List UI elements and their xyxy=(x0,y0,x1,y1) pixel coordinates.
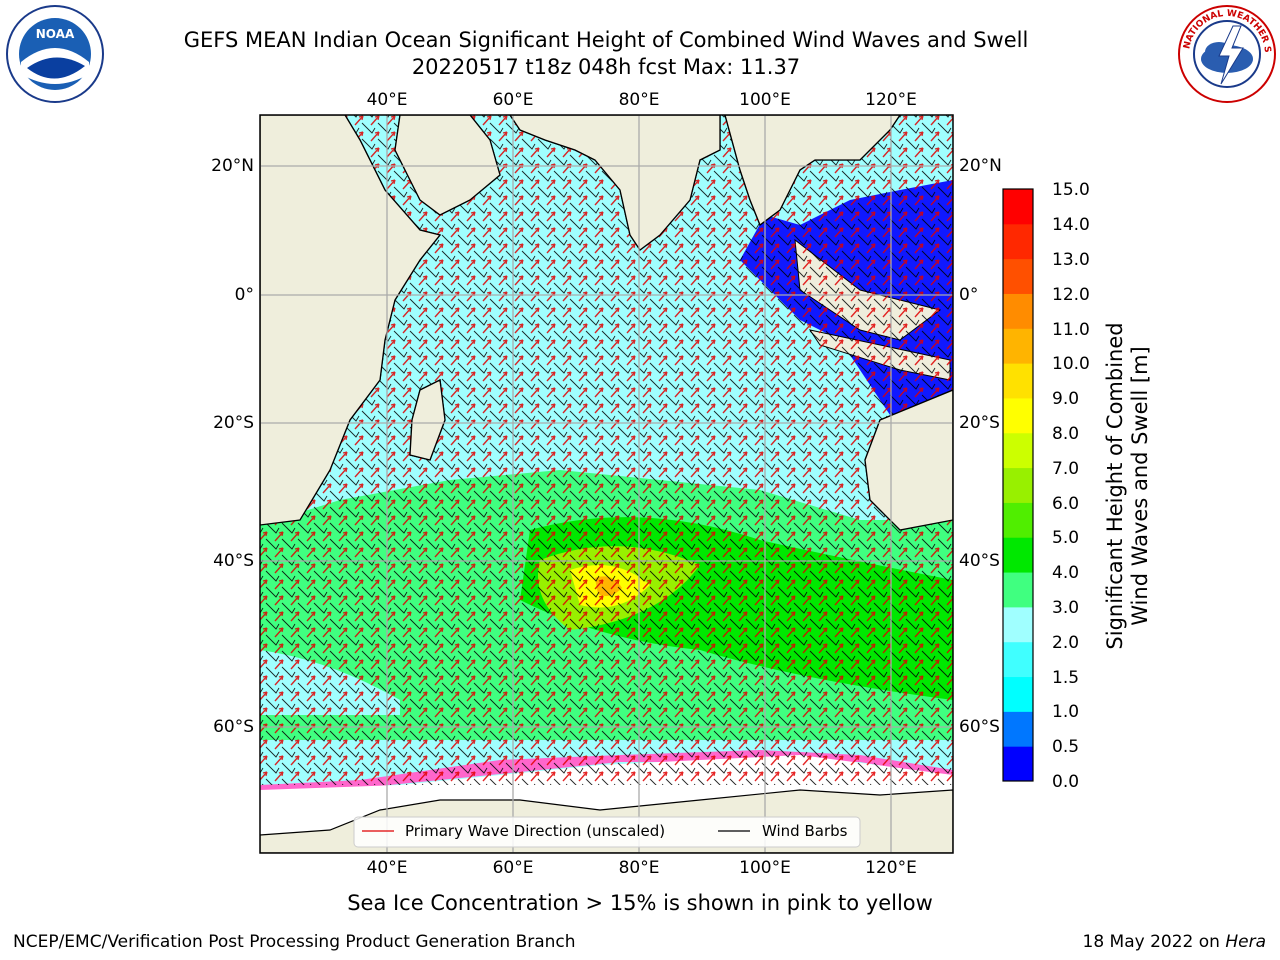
lat-tick-left: 20°N xyxy=(211,156,254,176)
colorbar-swatch xyxy=(1003,537,1033,573)
colorbar-swatch xyxy=(1003,363,1033,399)
colorbar-tick: 3.0 xyxy=(1052,598,1080,618)
noaa-logo: NOAA xyxy=(6,5,104,103)
lat-tick-left: 20°S xyxy=(213,413,254,433)
colorbar-tick: 5.0 xyxy=(1052,528,1080,548)
colorbar-swatch xyxy=(1003,328,1033,364)
colorbar-tick: 0.5 xyxy=(1052,737,1080,757)
colorbar-tick: 9.0 xyxy=(1052,389,1080,409)
lon-tick-top: 120°E xyxy=(865,90,917,110)
noaa-text: NOAA xyxy=(36,27,75,41)
colorbar-label: Significant Height of Combined Wind Wave… xyxy=(1103,322,1153,649)
lon-tick-bottom: 40°E xyxy=(366,858,408,878)
colorbar-tick: 2.0 xyxy=(1052,633,1080,653)
colorbar-swatch xyxy=(1003,711,1033,747)
map-frame xyxy=(259,114,954,854)
map-legend xyxy=(353,816,861,848)
lon-tick-top: 60°E xyxy=(492,90,534,110)
colorbar-tick: 13.0 xyxy=(1052,250,1090,270)
lon-tick-bottom: 120°E xyxy=(865,858,917,878)
colorbar-tick: 1.0 xyxy=(1052,702,1080,722)
colorbar-swatch xyxy=(1003,676,1033,712)
lon-tick-bottom: 60°E xyxy=(492,858,534,878)
footer-date-text: 18 May 2022 on xyxy=(1082,932,1220,952)
lon-tick-top: 40°E xyxy=(366,90,408,110)
colorbar-swatch xyxy=(1003,746,1033,782)
lon-tick-bottom: 100°E xyxy=(739,858,791,878)
lat-tick-right: 20°S xyxy=(959,413,1000,433)
lat-tick-right: 40°S xyxy=(959,551,1000,571)
legend-wind-label: Wind Barbs xyxy=(762,822,848,840)
colorbar-tick: 10.0 xyxy=(1052,354,1090,374)
footer-credit: NCEP/EMC/Verification Post Processing Pr… xyxy=(13,932,576,952)
colorbar-frame xyxy=(1002,188,1034,782)
lat-tick-left: 60°S xyxy=(213,717,254,737)
colorbar-tick: 7.0 xyxy=(1052,459,1080,479)
lon-tick-bottom: 80°E xyxy=(618,858,660,878)
colorbar-swatch xyxy=(1003,258,1033,294)
lon-tick-top: 80°E xyxy=(618,90,660,110)
footer-machine: Hera xyxy=(1225,932,1266,952)
colorbar-tick: 15.0 xyxy=(1052,180,1090,200)
colorbar-swatch xyxy=(1003,467,1033,503)
colorbar-tick: 14.0 xyxy=(1052,215,1090,235)
colorbar-swatch xyxy=(1003,502,1033,538)
colorbar-tick: 4.0 xyxy=(1052,563,1080,583)
lon-tick-top: 100°E xyxy=(739,90,791,110)
colorbar-label-line1: Significant Height of Combined xyxy=(1103,322,1127,650)
colorbar-label-line2: Wind Waves and Swell [m] xyxy=(1128,346,1152,626)
chart-subtitle: 20220517 t18z 048h fcst Max: 11.37 xyxy=(411,55,801,79)
colorbar-swatch xyxy=(1003,606,1033,643)
colorbar-swatch xyxy=(1003,572,1033,608)
lat-tick-right: 20°N xyxy=(959,156,1002,176)
colorbar-tick: 1.5 xyxy=(1052,668,1080,688)
map-gridlines xyxy=(260,115,953,853)
lat-tick-right: 60°S xyxy=(959,717,1000,737)
colorbar-swatch xyxy=(1003,293,1033,329)
lat-tick-right: 0° xyxy=(959,285,979,305)
sea-ice-note: Sea Ice Concentration > 15% is shown in … xyxy=(347,891,933,915)
colorbar-tick: 0.0 xyxy=(1052,772,1080,792)
footer-date: 18 May 2022 on Hera xyxy=(1083,932,1267,952)
colorbar-swatch xyxy=(1003,223,1033,260)
colorbar-swatch xyxy=(1003,641,1033,678)
colorbar-swatch xyxy=(1003,189,1033,225)
colorbar-tick: 11.0 xyxy=(1052,320,1090,340)
lat-tick-left: 40°S xyxy=(213,551,254,571)
colorbar-swatch xyxy=(1003,432,1033,469)
chart-title: GEFS MEAN Indian Ocean Significant Heigh… xyxy=(183,28,1029,52)
colorbar-tick: 12.0 xyxy=(1052,285,1090,305)
colorbar-tick: 6.0 xyxy=(1052,494,1080,514)
colorbar-tick: 8.0 xyxy=(1052,424,1080,444)
lat-tick-left: 0° xyxy=(234,285,254,305)
nws-logo: NATIONAL WEATHER SERVICE xyxy=(1177,4,1276,103)
colorbar-swatch xyxy=(1003,397,1033,434)
colorbar xyxy=(1002,188,1034,782)
legend-wave-label: Primary Wave Direction (unscaled) xyxy=(405,822,666,840)
